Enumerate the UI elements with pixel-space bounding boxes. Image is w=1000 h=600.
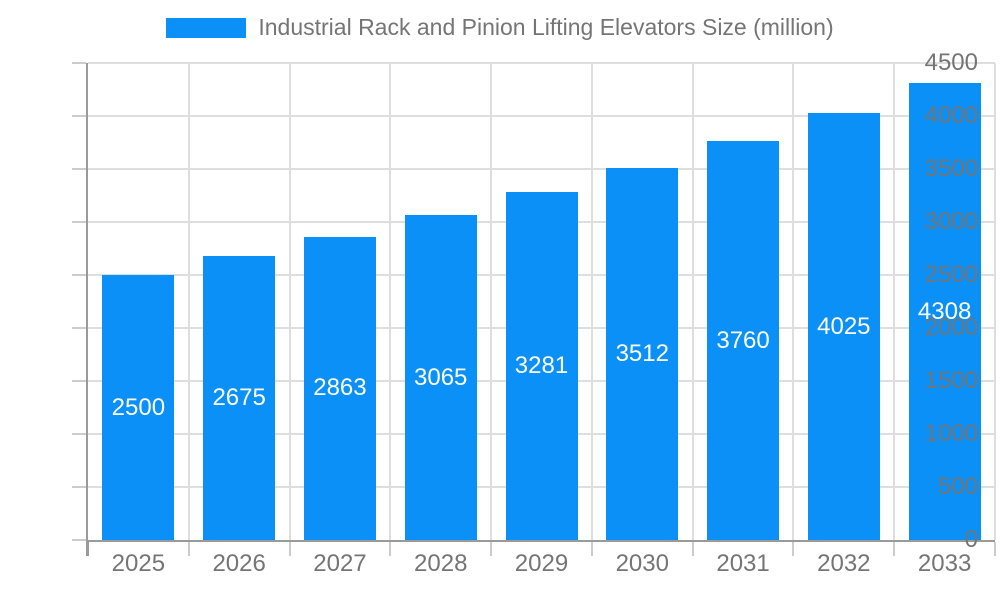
y-tick-label: 2500 [924, 261, 978, 288]
h-gridline [88, 114, 995, 117]
x-tick-label: 2025 [111, 550, 166, 577]
x-axis-tick [288, 542, 291, 556]
bar[interactable]: 3760 [707, 141, 780, 540]
bar[interactable]: 4308 [908, 83, 981, 540]
v-gridline [994, 63, 996, 540]
v-gridline [893, 63, 896, 540]
y-axis-tick [72, 220, 86, 223]
h-gridline [88, 167, 995, 170]
x-axis-tick [893, 542, 896, 556]
legend[interactable]: Industrial Rack and Pinion Lifting Eleva… [0, 14, 1000, 42]
y-axis-tick [72, 62, 86, 64]
y-axis-line [86, 63, 88, 556]
v-gridline [187, 63, 190, 540]
bar-value-label: 3760 [716, 326, 770, 354]
v-gridline [792, 63, 795, 540]
plot-area: 2500 2675 2863 3065 3281 3512 3760 4025 4308 [72, 62, 996, 556]
y-tick-label: 1000 [924, 420, 978, 447]
y-tick-label: 3500 [924, 155, 978, 182]
x-tick-label: 2032 [817, 550, 871, 577]
y-tick-label: 4500 [924, 49, 978, 76]
v-gridline [590, 63, 593, 540]
bar[interactable]: 2863 [303, 236, 376, 540]
legend-label: Industrial Rack and Pinion Lifting Eleva… [258, 14, 834, 40]
x-tick-label: 2030 [615, 550, 669, 577]
x-axis-tick [994, 542, 996, 556]
y-axis-tick [72, 485, 86, 488]
bar[interactable]: 3512 [606, 167, 679, 540]
x-axis-tick [691, 542, 694, 556]
bar-value-label: 4308 [917, 297, 972, 325]
x-axis-tick [389, 542, 392, 556]
bar[interactable]: 2675 [203, 256, 276, 540]
x-axis-tick [87, 542, 89, 556]
bar-value-label: 2675 [212, 384, 266, 412]
y-axis-tick [72, 273, 86, 276]
y-tick-label: 4000 [924, 102, 978, 129]
x-tick-label: 2026 [212, 550, 266, 577]
v-gridline [691, 63, 694, 540]
v-gridline [288, 63, 291, 540]
y-tick-label: 3000 [924, 208, 978, 235]
y-tick-label: 0 [964, 526, 978, 553]
bar-value-label: 4025 [817, 312, 871, 340]
x-axis-tick [490, 542, 493, 556]
x-axis-tick [792, 542, 795, 556]
x-tick-label: 2029 [514, 550, 569, 577]
h-gridline [88, 62, 995, 64]
y-axis-tick [72, 539, 86, 541]
bar[interactable]: 3281 [505, 192, 578, 540]
x-axis-tick [187, 542, 190, 556]
x-axis-line [86, 540, 995, 542]
bar-value-label: 2863 [313, 374, 367, 402]
bar-value-label: 3512 [615, 339, 669, 367]
y-axis-tick [72, 379, 86, 382]
bar[interactable]: 3065 [404, 215, 477, 540]
v-gridline [389, 63, 392, 540]
y-tick-label: 1500 [924, 367, 978, 394]
x-tick-label: 2028 [414, 550, 468, 577]
legend-swatch [166, 17, 247, 38]
bar-value-label: 3065 [414, 363, 468, 391]
x-tick-label: 2027 [313, 550, 367, 577]
x-axis-tick [590, 542, 593, 556]
y-tick-label: 500 [937, 473, 978, 500]
bar[interactable]: 2500 [102, 275, 175, 540]
x-tick-label: 2033 [917, 550, 972, 577]
y-axis-tick [72, 433, 86, 435]
y-axis-tick [72, 114, 86, 117]
bar-value-label: 2500 [111, 393, 166, 421]
bar[interactable]: 4025 [807, 113, 880, 540]
y-axis-tick [72, 167, 86, 170]
v-gridline [490, 63, 493, 540]
bar-value-label: 3281 [514, 352, 569, 380]
x-tick-label: 2031 [716, 550, 770, 577]
y-tick-label: 2000 [924, 314, 978, 341]
y-axis-tick [72, 327, 86, 329]
